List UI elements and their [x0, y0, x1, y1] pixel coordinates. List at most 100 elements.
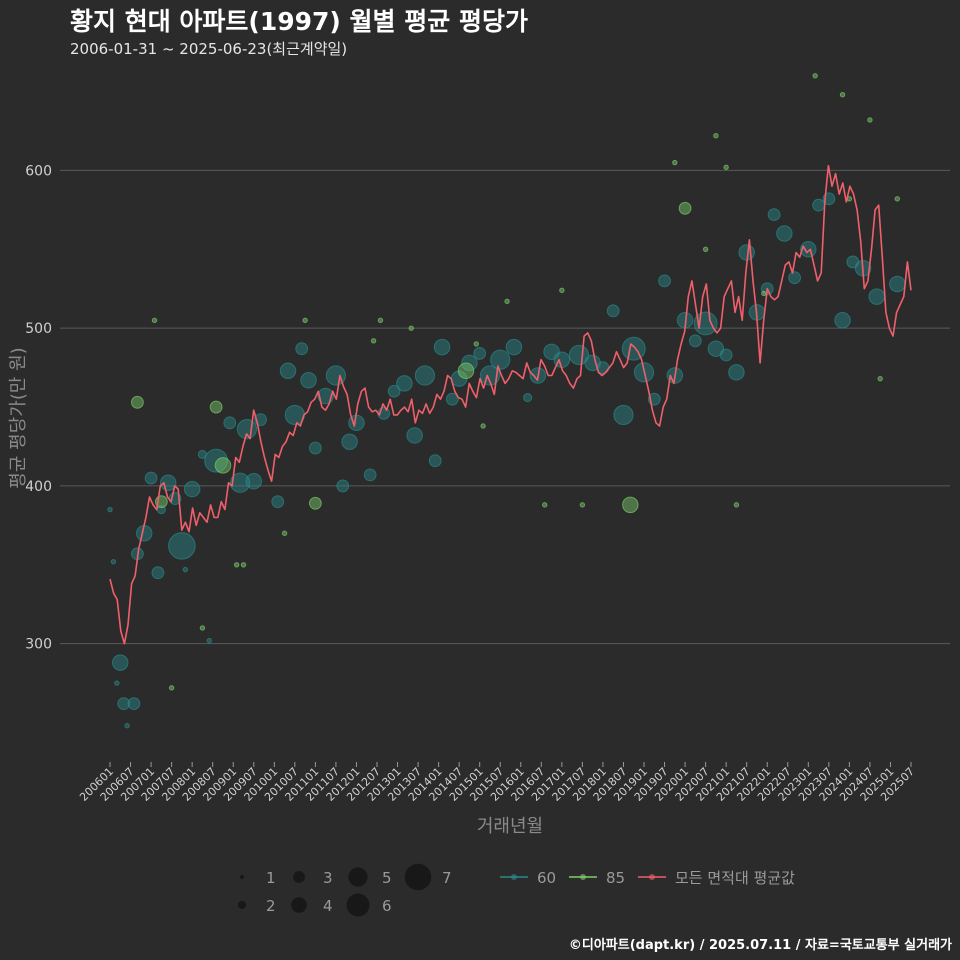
point-85-202104 [733, 502, 740, 508]
legend-label-1: 85 [606, 869, 625, 887]
point-60-201511 [505, 338, 523, 356]
size-legend-label: 1 [266, 869, 276, 887]
y-tick-label: 300 [25, 637, 52, 653]
point-60-201303 [396, 375, 413, 392]
point-60-200710 [168, 532, 196, 560]
point-60-202206 [776, 225, 793, 242]
point-60-202004 [688, 334, 702, 348]
x-axis-title: 거래년월 [477, 816, 543, 837]
point-85-200808 [209, 400, 223, 414]
point-60-201507 [490, 349, 511, 370]
point-85-200804 [199, 625, 206, 631]
point-85-202410 [877, 375, 883, 382]
point-85-201206 [370, 338, 377, 344]
size-legend-circle-7 [404, 863, 432, 891]
point-60-202101 [719, 348, 733, 362]
point-85-202407 [867, 117, 873, 123]
point-85-201707 [579, 502, 586, 508]
point-60-201603 [523, 393, 533, 403]
point-85-202503 [894, 196, 901, 202]
average-line-layer [109, 164, 912, 645]
point-85-202001 [678, 201, 692, 215]
point-60-201810 [621, 336, 646, 361]
point-60-202209 [788, 271, 802, 285]
point-60-200602 [110, 558, 117, 565]
legend: 1 2 3 4 5 6 7 60 85 모든 면적대 평균값 [237, 863, 795, 917]
point-85-201412 [473, 341, 479, 347]
y-tick-label: 600 [25, 163, 52, 179]
point-60-201306 [406, 427, 423, 444]
point-60-202503 [889, 275, 906, 293]
size-legend-label: 4 [323, 897, 333, 915]
point-60-201410 [461, 354, 478, 372]
point-85-201509 [504, 298, 510, 305]
size-legend-circle-2 [237, 900, 247, 910]
point-85-201010 [302, 317, 308, 323]
legend-label-0: 60 [537, 869, 556, 887]
point-85-201809 [622, 496, 639, 514]
size-legend-label: 2 [266, 897, 276, 915]
point-60-200606 [124, 723, 130, 729]
size-legend-label: 3 [323, 869, 333, 887]
point-85-201910 [672, 159, 678, 166]
point-85-201004 [281, 530, 288, 536]
point-85-200810 [214, 457, 232, 474]
point-85-200609 [130, 395, 144, 409]
point-85-202303 [812, 73, 818, 79]
point-85-201208 [377, 317, 384, 323]
point-60-201011 [300, 371, 317, 389]
point-85-200707 [168, 685, 175, 691]
point-60-200812 [223, 416, 237, 430]
point-60-201205 [363, 468, 377, 482]
size-legend-label: 6 [382, 897, 392, 915]
size-legend-circle-5 [348, 867, 368, 887]
point-60-201907 [658, 274, 671, 288]
size-legend-label: 5 [382, 869, 392, 887]
size-legend-circle-3 [293, 871, 305, 883]
size-legend-label: 7 [442, 869, 452, 887]
point-60-200801 [183, 480, 201, 498]
point-60-201706 [568, 344, 590, 366]
point-85-202101 [723, 164, 729, 170]
point-60-200907 [245, 472, 263, 490]
legend-dot-0 [511, 874, 517, 880]
point-60-201101 [308, 441, 322, 455]
size-legend-circle-4 [291, 897, 307, 913]
point-60-201501 [473, 347, 487, 360]
point-60-200604 [112, 654, 129, 671]
point-60-201111 [341, 433, 358, 451]
point-60-200608 [127, 697, 141, 711]
point-60-201807 [613, 404, 634, 426]
point-60-201002 [271, 495, 285, 509]
point-60-200806 [206, 637, 212, 644]
legend-dot-1 [580, 874, 586, 880]
point-60-202104 [728, 364, 745, 381]
y-axis-ticks: 300 400 500 600 [25, 163, 52, 652]
size-legend-circle-1 [239, 874, 245, 880]
point-85-202311 [839, 92, 846, 98]
point-60-202304 [812, 198, 825, 212]
point-60-200601 [107, 506, 113, 513]
point-85-202010 [713, 133, 719, 139]
y-axis-title: 평균 평당가(만 원) [8, 347, 29, 488]
point-60-201212 [387, 384, 401, 398]
point-60-202203 [767, 208, 781, 221]
point-60-201109 [336, 479, 350, 493]
point-60-200711 [182, 566, 189, 573]
point-60-201405 [445, 392, 459, 406]
y-tick-label: 400 [25, 479, 52, 495]
size-legend-circle-6 [346, 893, 370, 917]
point-60-201402 [433, 338, 451, 356]
average-price-line [109, 164, 912, 645]
source-caption: ©디아파트(dapt.kr) / 2025.07.11 / 자료=국토교통부 실… [568, 938, 952, 953]
point-85-201502 [480, 423, 486, 429]
point-60-200903 [229, 472, 251, 493]
point-85-201101 [308, 496, 322, 510]
point-85-201608 [542, 502, 548, 508]
x-axis-ticks: 2006012006072007012007072008012008072009… [77, 762, 917, 804]
point-85-202112 [761, 290, 767, 297]
legend-label-2: 모든 면적대 평균값 [675, 869, 795, 887]
point-85-200904 [240, 562, 247, 568]
scatter-points [107, 73, 906, 729]
point-60-200605 [117, 697, 131, 711]
